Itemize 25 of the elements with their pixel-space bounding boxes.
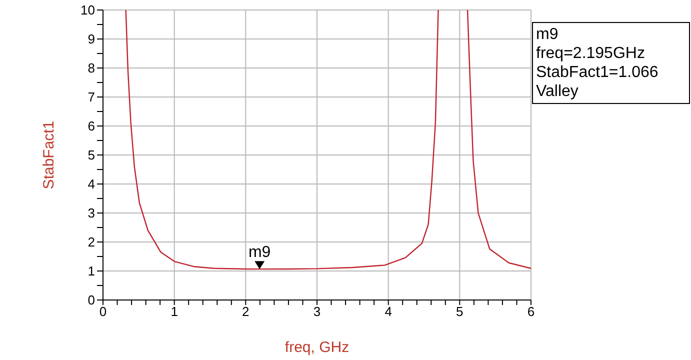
text: StabFact1=1.066 [536, 63, 660, 82]
x-tick-label: 6 [527, 304, 535, 320]
y-tick-label: 10 [80, 2, 95, 18]
y-tick-label: 6 [88, 118, 95, 134]
x-tick-label: 2 [242, 304, 250, 320]
x-tick-label: 0 [99, 304, 107, 320]
y-tick-label: 0 [88, 292, 95, 308]
text: Valley [536, 82, 580, 101]
x-tick-label: 3 [313, 304, 321, 320]
x-tick-label: 4 [384, 304, 392, 320]
y-tick-label: 5 [88, 148, 95, 163]
y-tick-label: 7 [88, 90, 95, 105]
y-tick-label: 2 [88, 234, 95, 250]
x-tick-label: 1 [170, 304, 178, 320]
annotation: m9 [248, 244, 271, 262]
y-tick-label: 3 [88, 206, 95, 221]
x-tick-label: 5 [456, 304, 464, 320]
text: freq=2.195GHz [536, 44, 646, 63]
x-axis-title: freq, GHz [284, 339, 350, 356]
y-tick-label: 1 [88, 264, 95, 279]
y-axis-title: StabFact1 [40, 120, 58, 190]
y-tick-label: 8 [88, 60, 95, 76]
y-tick-label: 9 [88, 32, 95, 47]
y-tick-label: 4 [88, 176, 95, 192]
text: m9 [536, 25, 560, 44]
